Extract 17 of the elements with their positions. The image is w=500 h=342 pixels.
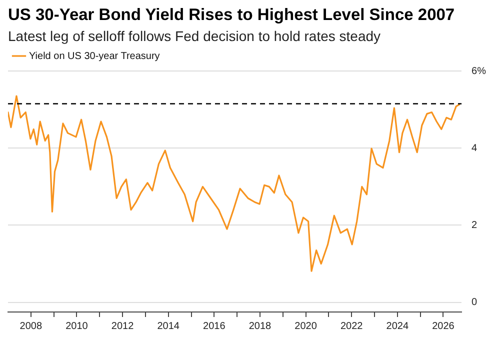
x-tick-label: 2010 bbox=[66, 320, 88, 332]
x-tick-label: 2008 bbox=[20, 320, 42, 332]
x-tick-label: 2020 bbox=[294, 320, 318, 332]
y-tick-label: 4 bbox=[472, 142, 478, 154]
x-tick-label: 2018 bbox=[248, 320, 272, 332]
y-tick-label: 0 bbox=[472, 297, 478, 308]
y-tick-label: 2 bbox=[472, 220, 478, 231]
chart-subtitle: Latest leg of selloff follows Fed decision to hold rates steady bbox=[8, 27, 382, 45]
legend-label: Yield on US 30-year Treasury bbox=[29, 50, 160, 62]
chart-title: US 30-Year Bond Yield Rises to Highest Level Since 2007 bbox=[8, 5, 456, 25]
y-tick-label: 6% bbox=[472, 66, 486, 77]
x-tick-label: 2026 bbox=[432, 320, 455, 332]
x-tick-label: 2024 bbox=[386, 320, 409, 332]
x-tick-label: 2016 bbox=[203, 320, 226, 332]
x-tick-label: 2012 bbox=[111, 320, 134, 332]
x-tick-label: 2014 bbox=[157, 320, 180, 332]
x-tick-label: 2022 bbox=[340, 320, 364, 332]
